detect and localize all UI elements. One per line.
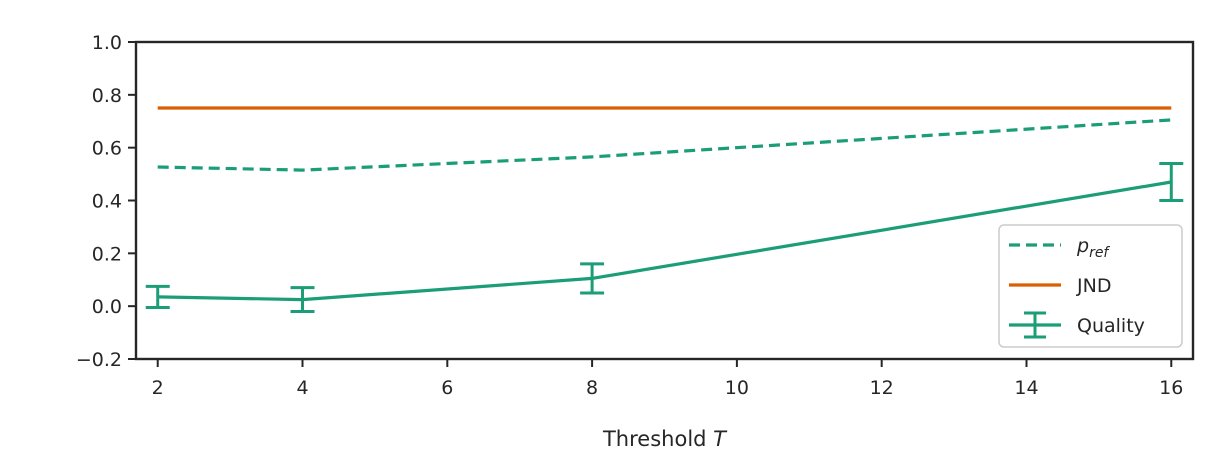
y-tick-label: 0.2 bbox=[92, 243, 122, 265]
legend-box bbox=[998, 224, 1183, 348]
x-tick-label: 4 bbox=[296, 377, 308, 399]
legend-label-sub: ref bbox=[1089, 245, 1110, 261]
x-tick-label: 16 bbox=[1159, 377, 1183, 399]
legend-label: pref bbox=[1076, 235, 1110, 261]
legend-label: Quality bbox=[1077, 315, 1145, 337]
x-tick-label: 10 bbox=[725, 377, 749, 399]
legend: pref JND Quality bbox=[998, 224, 1183, 348]
y-tick-label: 0.6 bbox=[92, 138, 122, 160]
x-tick-label: 2 bbox=[152, 377, 164, 399]
x-axis-label-variable: T bbox=[713, 427, 728, 451]
y-tick-label: −0.2 bbox=[76, 349, 122, 371]
legend-label: JND bbox=[1076, 275, 1111, 297]
x-tick-label: 6 bbox=[441, 377, 453, 399]
x-axis-label: Threshold T bbox=[602, 427, 728, 451]
axes: 2 4 6 8 10 12 14 16 −0.2 0.0 0.2 0.4 0.6 0.8 1.0 bbox=[76, 32, 1195, 399]
plot-series bbox=[145, 106, 1184, 313]
legend-label-main: p bbox=[1076, 235, 1089, 257]
x-tick-label: 12 bbox=[870, 377, 894, 399]
y-tick-label: 0.8 bbox=[92, 85, 122, 107]
x-tick-label: 8 bbox=[586, 377, 598, 399]
y-tick-label: 1.0 bbox=[92, 32, 122, 54]
x-tick-label: 14 bbox=[1014, 377, 1038, 399]
series-line-quality bbox=[157, 180, 1172, 302]
series-line-p-ref bbox=[157, 118, 1172, 172]
x-axis-label-text: Threshold bbox=[602, 427, 707, 451]
y-tick-label: 0.4 bbox=[92, 191, 122, 213]
y-tick-label: 0.0 bbox=[92, 296, 122, 318]
